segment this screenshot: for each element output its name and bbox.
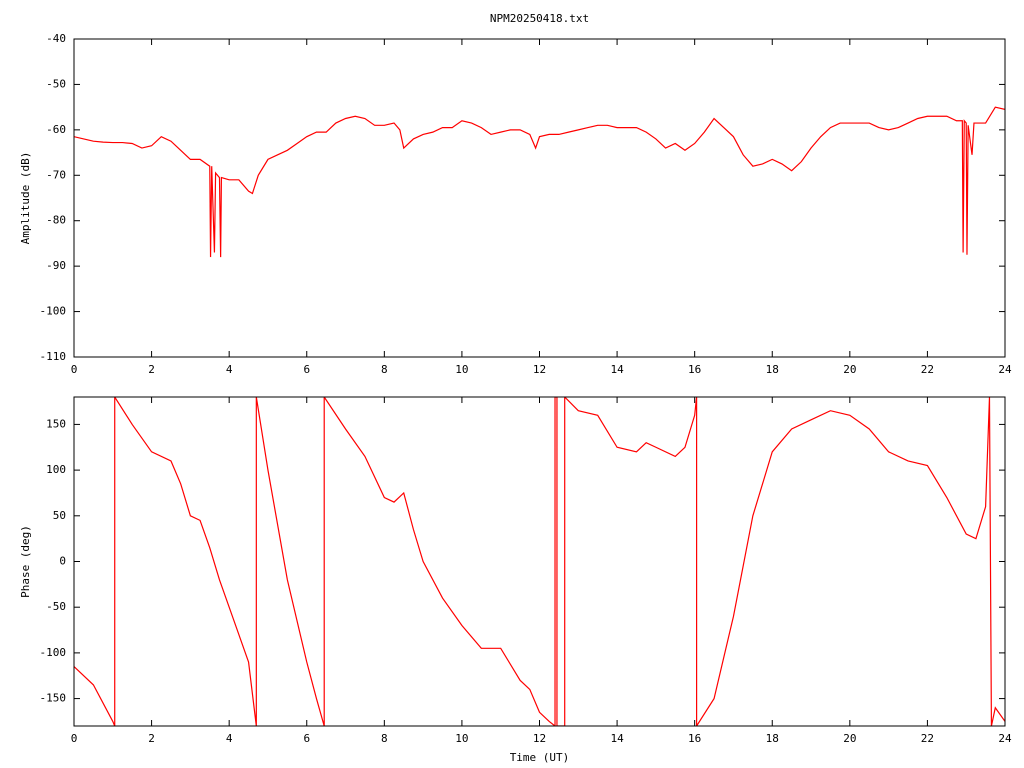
y-tick-label: -60 — [46, 123, 66, 136]
x-tick-label: 2 — [148, 363, 155, 376]
y-tick-label: -70 — [46, 168, 66, 181]
x-tick-label: 6 — [303, 732, 310, 745]
x-tick-label: 20 — [843, 732, 856, 745]
x-tick-label: 0 — [71, 732, 78, 745]
y-tick-label: -50 — [46, 77, 66, 90]
y-tick-label: -100 — [40, 646, 67, 659]
y-tick-label: 150 — [46, 417, 66, 430]
x-axis-label: Time (UT) — [510, 751, 570, 764]
chart-title: NPM20250418.txt — [490, 12, 589, 25]
y-axis-label: Amplitude (dB) — [19, 152, 32, 245]
y-tick-label: 50 — [53, 509, 66, 522]
y-tick-label: -110 — [40, 350, 67, 363]
y-axis-label: Phase (deg) — [19, 525, 32, 598]
plot-frame — [73, 396, 1006, 727]
y-tick-label: -150 — [40, 692, 67, 705]
x-tick-label: 4 — [226, 732, 233, 745]
x-tick-label: 10 — [455, 732, 468, 745]
y-tick-label: -80 — [46, 214, 66, 227]
y-tick-label: 100 — [46, 463, 66, 476]
y-tick-label: -100 — [40, 305, 67, 318]
x-tick-label: 8 — [381, 363, 388, 376]
y-tick-label: -90 — [46, 259, 66, 272]
x-tick-label: 22 — [921, 732, 934, 745]
y-tick-label: -50 — [46, 600, 66, 613]
x-tick-label: 12 — [533, 732, 546, 745]
x-tick-label: 0 — [71, 363, 78, 376]
x-tick-label: 18 — [766, 363, 779, 376]
y-tick-label: -40 — [46, 32, 66, 45]
plot-frame — [73, 38, 1006, 358]
data-line — [74, 397, 1005, 726]
data-line — [74, 106, 1005, 258]
y-tick-label: 0 — [59, 555, 66, 568]
x-tick-label: 8 — [381, 732, 388, 745]
x-tick-label: 24 — [998, 732, 1012, 745]
x-tick-label: 6 — [303, 363, 310, 376]
x-tick-label: 4 — [226, 363, 233, 376]
x-tick-label: 16 — [688, 363, 701, 376]
x-tick-label: 16 — [688, 732, 701, 745]
x-tick-label: 24 — [998, 363, 1012, 376]
x-tick-label: 14 — [610, 363, 624, 376]
x-tick-label: 2 — [148, 732, 155, 745]
x-tick-label: 12 — [533, 363, 546, 376]
x-tick-label: 20 — [843, 363, 856, 376]
x-tick-label: 18 — [766, 732, 779, 745]
x-tick-label: 22 — [921, 363, 934, 376]
x-tick-label: 10 — [455, 363, 468, 376]
x-tick-label: 14 — [610, 732, 624, 745]
